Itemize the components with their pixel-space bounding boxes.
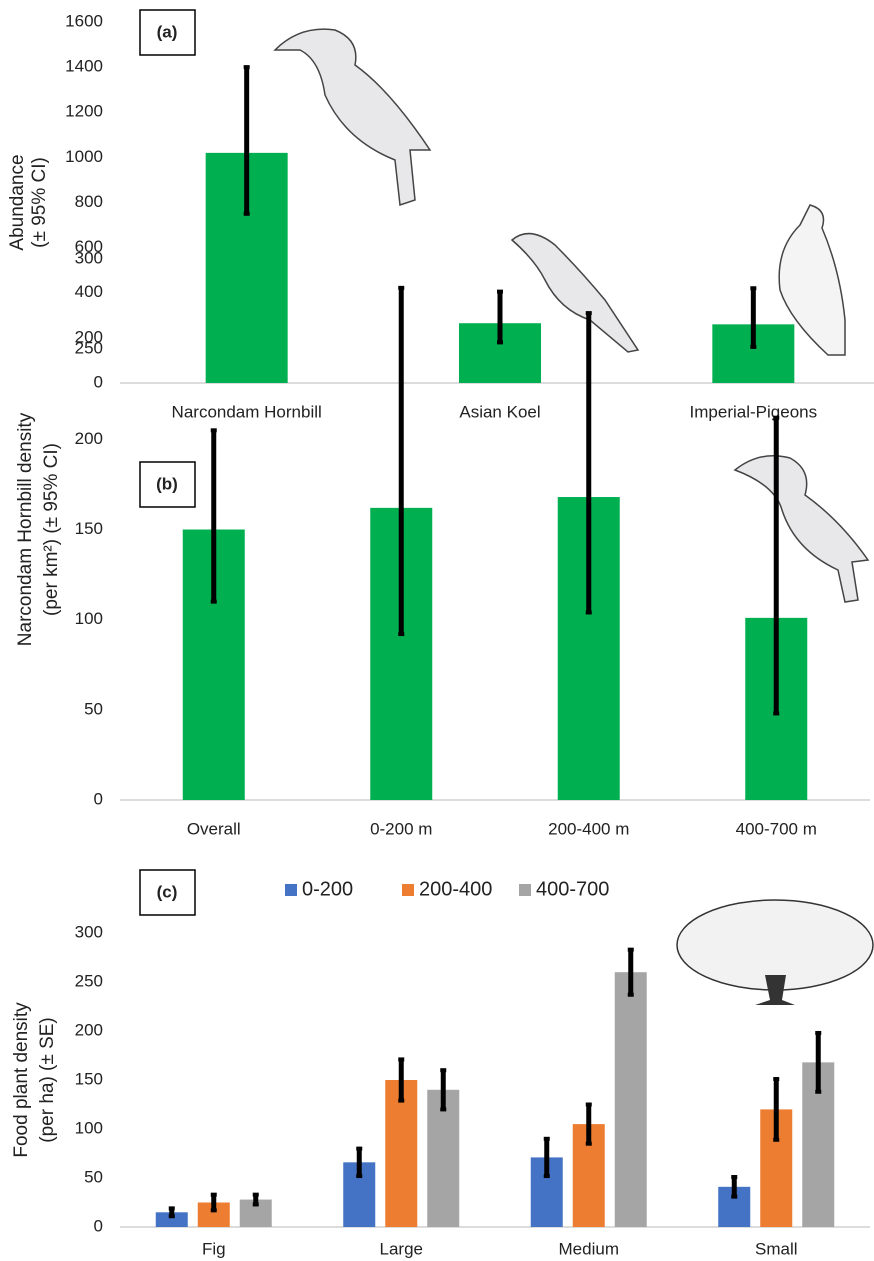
y-tick-label: 1400 [65, 57, 103, 76]
y-axis-label: Narcondam Hornbill density [15, 412, 36, 646]
hornbill-drawing [273, 28, 432, 207]
y-tick-label: 600 [75, 237, 103, 256]
bar [614, 972, 647, 1227]
legend-swatch [402, 884, 414, 896]
bar [385, 1080, 418, 1227]
y-tick-label: 50 [84, 1167, 103, 1186]
x-tick-label: 400-700 m [736, 819, 817, 838]
x-tick-label: Fig [202, 1239, 226, 1258]
y-tick-label: 0 [94, 789, 103, 808]
panel-label: (b) [156, 474, 178, 493]
y-tick-label: 1600 [65, 11, 103, 30]
tree-drawing [676, 899, 874, 1005]
y-axis-label: (per km²) (± 95% CI) [41, 443, 62, 616]
legend-swatch [519, 884, 531, 896]
y-axis-label: Abundance [7, 154, 28, 250]
y-tick-label: 1000 [65, 147, 103, 166]
y-axis-label: Food plant density [11, 1002, 32, 1158]
koel-drawing [510, 232, 640, 353]
x-tick-label: Imperial-Pigeons [690, 402, 818, 421]
y-tick-label: 300 [75, 922, 103, 941]
y-tick-label: 200 [75, 1020, 103, 1039]
y-tick-label: 50 [84, 699, 103, 718]
x-tick-label: Medium [559, 1239, 619, 1258]
panel-label: (c) [157, 882, 178, 901]
x-tick-label: Large [380, 1239, 423, 1258]
panel-label-box [139, 461, 196, 508]
y-tick-label: 0 [94, 372, 103, 391]
y-tick-label: 100 [75, 1118, 103, 1137]
y-tick-label: 0 [94, 1216, 103, 1235]
bar [427, 1089, 460, 1227]
x-tick-label: Asian Koel [459, 402, 540, 421]
panel-label-box [139, 869, 196, 916]
y-axis-label: (per ha) (± SE) [37, 1017, 58, 1143]
y-tick-label: 200 [75, 429, 103, 448]
pigeon-drawing [778, 204, 846, 356]
y-tick-label: 1200 [65, 102, 103, 121]
y-tick-label: 150 [75, 1069, 103, 1088]
y-tick-label: 150 [75, 519, 103, 538]
y-axis-label: (± 95% CI) [29, 157, 50, 248]
y-tick-label: 400 [75, 282, 103, 301]
panel-label: (a) [157, 22, 178, 41]
panel-label-box [139, 9, 196, 56]
legend-swatch [285, 884, 297, 896]
y-tick-label: 200 [75, 327, 103, 346]
legend-label: 400-700 [536, 878, 609, 900]
x-tick-label: Narcondam Hornbill [172, 402, 322, 421]
x-tick-label: Small [755, 1239, 798, 1258]
legend-label: 0-200 [302, 878, 353, 900]
hornbill-drawing [733, 455, 870, 603]
y-tick-label: 250 [75, 971, 103, 990]
legend-label: 200-400 [419, 878, 492, 900]
x-tick-label: Overall [187, 819, 241, 838]
y-tick-label: 100 [75, 609, 103, 628]
y-tick-label: 800 [75, 192, 103, 211]
y-tick-label: 250 [75, 339, 103, 358]
x-tick-label: 200-400 m [548, 819, 629, 838]
y-tick-label: 300 [75, 248, 103, 267]
x-tick-label: 0-200 m [370, 819, 432, 838]
bar [155, 1212, 188, 1227]
